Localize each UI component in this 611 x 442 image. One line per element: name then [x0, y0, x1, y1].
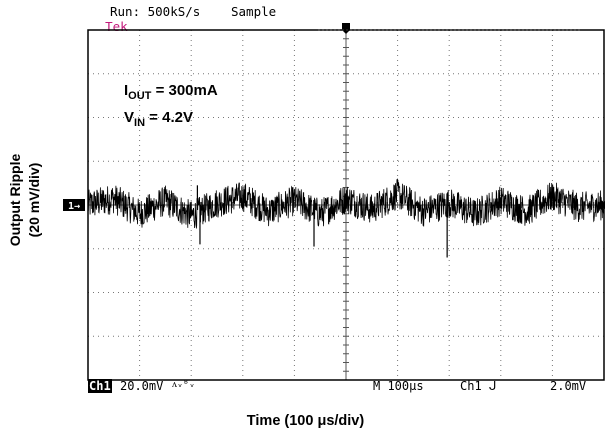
y-axis-label: Output Ripple (20 mV/div) — [0, 110, 50, 290]
trigger-readout: Ch1 ᒍ — [460, 379, 497, 393]
trigger-position-marker — [342, 23, 350, 34]
channel-1-marker — [63, 199, 85, 211]
ripple-series-line — [87, 178, 605, 229]
x-axis-label: Time (100 μs/div) — [246, 413, 365, 429]
channel-badge: Ch1 — [88, 379, 112, 393]
ch1-scale: 20.0mV — [120, 379, 164, 393]
timebase-readout: M 100μs — [373, 379, 424, 393]
sample-rate-label: Run: 500kS/s — [110, 4, 201, 19]
vin-annotation: VIN = 4.2V — [124, 109, 193, 129]
iout-annotation: IOUT = 300mA — [124, 82, 218, 102]
status-bar: Ch1 20.0mV ᴧᵥᴮᵥ M 100μs Ch1 ᒍ 2.0mV — [88, 379, 604, 395]
markers: 1→ — [63, 23, 605, 212]
trigger-level-readout: 2.0mV — [550, 379, 587, 393]
y-axis-label-line2: (20 mV/div) — [26, 162, 42, 238]
acquisition-mode-label: Sample — [231, 4, 277, 19]
y-axis-label-line1: Output Ripple — [7, 153, 23, 247]
coupling-icon: ᴧᵥᴮᵥ — [172, 379, 196, 390]
channel-1-marker-label: 1→ — [68, 201, 80, 212]
ripple-trace — [87, 178, 605, 258]
trigger-level-marker — [599, 201, 605, 209]
